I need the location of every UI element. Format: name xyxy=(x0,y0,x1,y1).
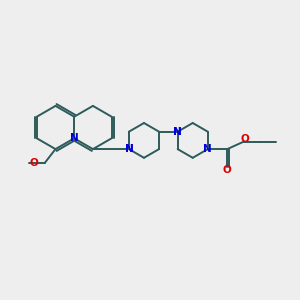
Text: O: O xyxy=(241,134,250,144)
Text: O: O xyxy=(29,158,38,168)
Text: N: N xyxy=(173,127,182,137)
Text: O: O xyxy=(223,165,232,175)
Text: N: N xyxy=(203,144,212,154)
Text: N: N xyxy=(173,127,182,137)
Text: N: N xyxy=(124,144,133,154)
Text: N: N xyxy=(70,133,79,143)
Text: N: N xyxy=(124,144,133,154)
